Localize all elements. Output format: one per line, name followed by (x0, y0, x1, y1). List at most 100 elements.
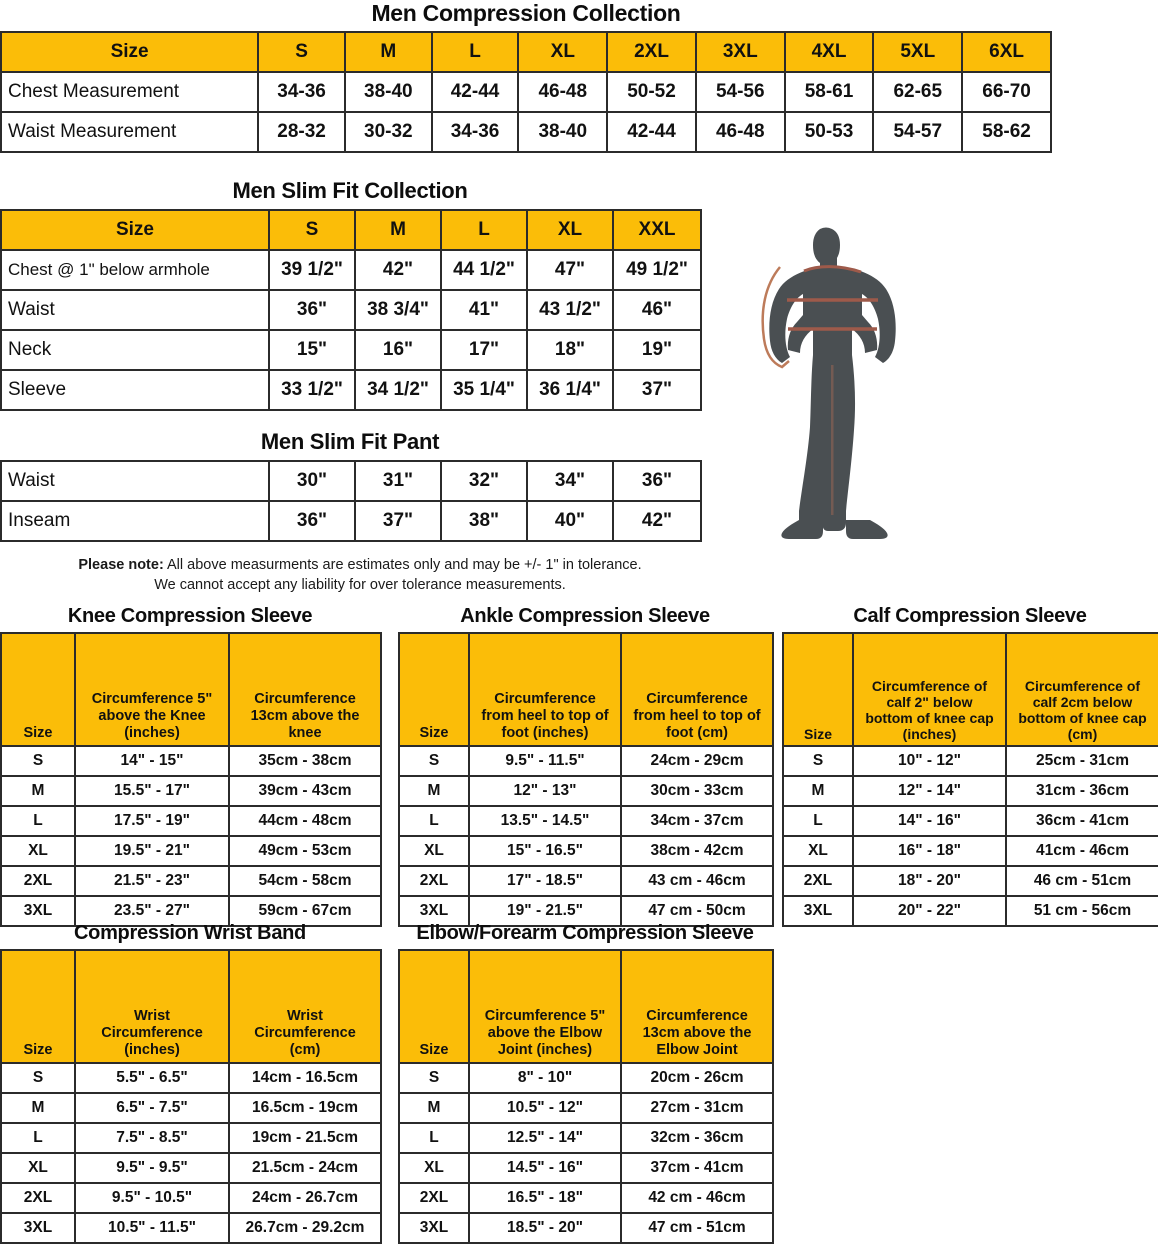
men-slim-fit-table: Size S M L XL XXL Chest @ 1" below armho… (0, 209, 702, 411)
cell: 42" (354, 249, 442, 291)
header-line: Circumference 5" (91, 691, 213, 707)
cell: 51 cm - 56cm (1005, 895, 1158, 927)
cell: 54-57 (872, 111, 964, 153)
cell: 49cm - 53cm (228, 835, 382, 867)
table-row: L 12.5" - 14" 32cm - 36cm (398, 1122, 774, 1154)
cell-size: XL (398, 1152, 470, 1184)
table-row: M 15.5" - 17" 39cm - 43cm (0, 775, 382, 807)
cell: 19.5" - 21" (74, 835, 230, 867)
cell: 41cm - 46cm (1005, 835, 1158, 867)
cell: 62-65 (872, 71, 964, 113)
cell: 16.5cm - 19cm (228, 1092, 382, 1124)
cell: 34-36 (257, 71, 346, 113)
table-row: M 6.5" - 7.5" 16.5cm - 19cm (0, 1092, 382, 1124)
cell: 42-44 (430, 71, 520, 113)
header-line: calf 2cm below (1032, 694, 1133, 710)
cell: 19" - 21.5" (468, 895, 622, 927)
men-slim-fit-collection-section: Men Slim Fit Collection Size S M L XL XX… (0, 178, 702, 411)
cell: 46" (612, 289, 702, 331)
header-line: (inches) (902, 726, 957, 742)
table-row: 2XL 9.5" - 10.5" 24cm - 26.7cm (0, 1182, 382, 1214)
cell: 17" (440, 329, 528, 371)
table-row: 3XL 10.5" - 11.5" 26.7cm - 29.2cm (0, 1212, 382, 1244)
row-label-inseam: Inseam (0, 500, 270, 542)
cell: 46 cm - 51cm (1005, 865, 1158, 897)
cell: 21.5cm - 24cm (228, 1152, 382, 1184)
silhouette-shape (769, 227, 896, 539)
cell-size: 3XL (0, 895, 76, 927)
cell: 66-70 (961, 71, 1052, 113)
cell: 58-62 (961, 111, 1052, 153)
cell-size: L (398, 1122, 470, 1154)
table-header-row: Size Circumference from heel to top of f… (398, 632, 774, 747)
column-header-size: Size (782, 632, 854, 747)
elbow-tbody: Size Circumference 5" above the Elbow Jo… (398, 949, 774, 1244)
header-line: Circumference (101, 1025, 203, 1041)
column-header-inches: Circumference from heel to top of foot (… (468, 632, 622, 747)
cell: 59cm - 67cm (228, 895, 382, 927)
table-row: Waist 30" 31" 32" 34" 36" (0, 460, 702, 502)
cell-size: XL (398, 835, 470, 867)
table-row: Waist 36" 38 3/4" 41" 43 1/2" 46" (0, 289, 702, 331)
cell: 10.5" - 11.5" (74, 1212, 230, 1244)
cell: 36cm - 41cm (1005, 805, 1158, 837)
cell: 9.5" - 9.5" (74, 1152, 230, 1184)
note-line-1-text: All above measurments are estimates only… (163, 557, 642, 573)
cell: 47 cm - 50cm (620, 895, 774, 927)
cell-size: M (0, 1092, 76, 1124)
cell-size: L (398, 805, 470, 837)
men-compression-tbody: Size S M L XL 2XL 3XL 4XL 5XL 6XL Chest … (0, 31, 1052, 153)
cell: 31cm - 36cm (1005, 775, 1158, 807)
cell: 5.5" - 6.5" (74, 1062, 230, 1094)
column-header-size: Size (0, 209, 270, 251)
column-header-m: M (354, 209, 442, 251)
men-slim-fit-pant-tbody: Waist 30" 31" 32" 34" 36" Inseam 36" 37"… (0, 460, 702, 542)
table-row: XL 16" - 18" 41cm - 46cm (782, 835, 1158, 867)
table-row: 3XL 23.5" - 27" 59cm - 67cm (0, 895, 382, 927)
table-row: 3XL 19" - 21.5" 47 cm - 50cm (398, 895, 774, 927)
header-line: foot (inches) (501, 725, 589, 741)
cell: 16.5" - 18" (468, 1182, 622, 1214)
cell: 30-32 (343, 111, 433, 153)
men-compression-collection-section: Men Compression Collection Size S M L XL… (0, 0, 1052, 153)
header-line: from heel to top of (481, 708, 609, 724)
table-row: S 10" - 12" 25cm - 31cm (782, 745, 1158, 777)
header-line: (cm) (289, 1042, 321, 1058)
table-row: XL 19.5" - 21" 49cm - 53cm (0, 835, 382, 867)
cell-size: XL (0, 835, 76, 867)
cell: 43 1/2" (526, 289, 614, 331)
cell: 40" (526, 500, 614, 542)
table-row: XL 9.5" - 9.5" 21.5cm - 24cm (0, 1152, 382, 1184)
cell: 54-56 (694, 71, 786, 113)
cell: 20" - 22" (852, 895, 1007, 927)
header-line: Circumference 5" (484, 1008, 606, 1024)
cell: 47 cm - 51cm (620, 1212, 774, 1244)
header-line: bottom of knee cap (1018, 710, 1147, 726)
cell-size: M (782, 775, 854, 807)
cell: 50-53 (783, 111, 875, 153)
column-header-size: Size (398, 949, 470, 1064)
cell-size: 2XL (0, 865, 76, 897)
cell: 38cm - 42cm (620, 835, 774, 867)
cell: 50-52 (606, 71, 697, 113)
cell-size: 2XL (782, 865, 854, 897)
ankle-compression-sleeve-section: Ankle Compression Sleeve Size Circumfere… (398, 605, 774, 927)
cell: 31" (354, 460, 442, 502)
cell: 37" (354, 500, 442, 542)
column-header-xl: XL (526, 209, 614, 251)
compression-wrist-band-section: Compression Wrist Band Size Wrist Circum… (0, 922, 382, 1244)
men-slim-fit-pant-section: Men Slim Fit Pant Waist 30" 31" 32" 34" … (0, 429, 702, 542)
cell: 35cm - 38cm (228, 745, 382, 777)
row-label-chest-below-armhole: Chest @ 1" below armhole (0, 249, 270, 291)
column-header-inches: Wrist Circumference (inches) (74, 949, 230, 1064)
header-line: Circumference (646, 691, 748, 707)
column-header-l: L (440, 209, 528, 251)
cell: 38-40 (517, 111, 609, 153)
cell-size: S (398, 1062, 470, 1094)
cell: 46-48 (694, 111, 786, 153)
header-line: above the Knee (98, 708, 206, 724)
table-row: M 12" - 14" 31cm - 36cm (782, 775, 1158, 807)
cell: 34" (526, 460, 614, 502)
cell-size: S (398, 745, 470, 777)
page-title-elbow: Elbow/Forearm Compression Sleeve (416, 922, 754, 944)
